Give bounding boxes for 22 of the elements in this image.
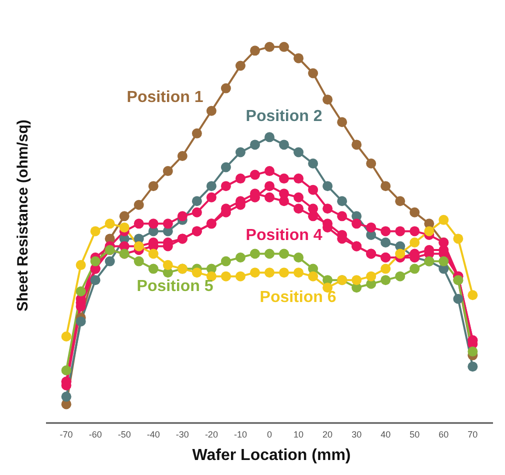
x-tick-label: 10	[294, 429, 304, 440]
x-tick-label: -20	[204, 429, 218, 440]
x-tick-label: -60	[88, 429, 102, 440]
x-tick-label: 20	[322, 429, 333, 440]
x-tick-label: -40	[146, 429, 160, 440]
x-tick-label: -70	[60, 429, 73, 440]
x-tick-label: 30	[352, 429, 362, 440]
series-label: Position 1	[126, 89, 204, 106]
x-tick-label: 40	[380, 429, 391, 440]
series-label: Position 2	[246, 108, 322, 125]
x-tick-label: -30	[176, 429, 189, 440]
x-tick-label: 60	[438, 429, 449, 440]
series-label: Position 6	[260, 289, 336, 306]
y-axis-title: Sheet Resistance (ohm/sq)	[14, 120, 32, 312]
x-tick-label: 70	[468, 429, 478, 440]
x-tick-label: 0	[266, 429, 272, 440]
x-tick-label: 50	[410, 429, 420, 440]
x-axis-title: Wafer Location (mm)	[191, 446, 352, 466]
series-label: Position 4	[246, 227, 322, 244]
x-tick-label: -10	[234, 429, 247, 440]
x-tick-label: -50	[118, 429, 131, 440]
series-label: Position 5	[136, 278, 214, 295]
